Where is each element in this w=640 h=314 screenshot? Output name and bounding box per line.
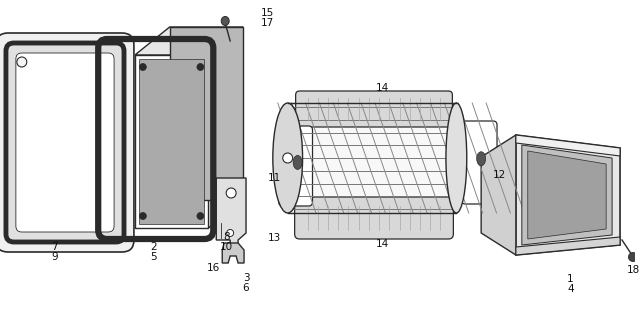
FancyBboxPatch shape [296,91,452,127]
Polygon shape [516,237,620,255]
Polygon shape [516,135,620,255]
FancyBboxPatch shape [461,121,497,204]
Polygon shape [170,27,243,200]
Polygon shape [135,27,243,55]
Polygon shape [216,178,246,248]
Text: 18: 18 [627,265,639,275]
FancyBboxPatch shape [279,126,312,206]
Ellipse shape [283,153,292,163]
Text: 3
6: 3 6 [243,273,250,293]
Text: 12: 12 [492,170,506,180]
Ellipse shape [197,63,204,71]
Ellipse shape [227,230,234,236]
Text: 1
4: 1 4 [567,273,573,295]
Ellipse shape [293,155,302,169]
Text: 7
9: 7 9 [51,241,58,263]
FancyBboxPatch shape [0,33,134,252]
Polygon shape [528,151,606,239]
Text: 8
10: 8 10 [220,232,233,252]
Polygon shape [288,103,456,213]
FancyBboxPatch shape [6,43,124,242]
Text: 11: 11 [268,173,282,183]
Polygon shape [135,200,243,228]
Text: 2
5: 2 5 [150,241,157,263]
Polygon shape [516,135,620,156]
Text: 14: 14 [375,83,388,93]
Ellipse shape [273,103,303,213]
Ellipse shape [140,63,147,71]
Polygon shape [209,27,243,228]
Ellipse shape [226,188,236,198]
Polygon shape [222,243,244,263]
Polygon shape [135,55,209,228]
Text: 16: 16 [207,263,220,273]
Text: 14: 14 [375,239,388,249]
Text: 15
17: 15 17 [261,8,275,28]
Ellipse shape [477,152,486,166]
Polygon shape [522,145,612,245]
Ellipse shape [446,103,467,213]
Ellipse shape [221,17,229,25]
FancyBboxPatch shape [294,197,453,239]
Ellipse shape [17,57,27,67]
Polygon shape [481,135,516,255]
Polygon shape [139,59,204,224]
FancyBboxPatch shape [16,53,114,232]
Ellipse shape [628,252,637,262]
Text: 13: 13 [268,233,282,243]
Ellipse shape [140,213,147,219]
Ellipse shape [197,213,204,219]
